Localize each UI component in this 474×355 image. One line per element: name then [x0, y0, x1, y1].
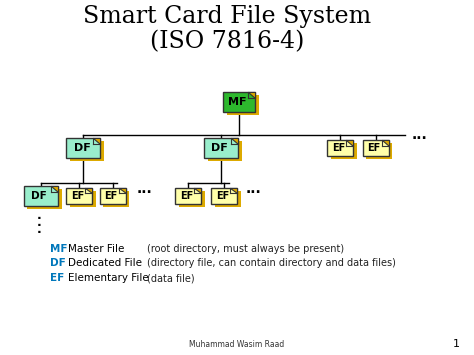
Text: EF: EF — [368, 143, 381, 153]
Text: EF: EF — [181, 191, 193, 201]
FancyBboxPatch shape — [211, 188, 237, 204]
FancyBboxPatch shape — [70, 141, 104, 161]
FancyBboxPatch shape — [327, 140, 353, 156]
Text: Smart Card File System: Smart Card File System — [83, 5, 372, 28]
FancyBboxPatch shape — [100, 188, 126, 204]
Polygon shape — [382, 140, 389, 146]
FancyBboxPatch shape — [27, 189, 62, 209]
Text: DF: DF — [31, 191, 47, 201]
Text: MF: MF — [50, 244, 67, 253]
FancyBboxPatch shape — [175, 188, 201, 204]
Polygon shape — [118, 188, 126, 193]
FancyBboxPatch shape — [366, 143, 392, 159]
Text: Elementary File: Elementary File — [68, 273, 148, 283]
Text: .: . — [36, 216, 41, 229]
Text: EF: EF — [50, 273, 64, 283]
Text: .: . — [36, 223, 41, 236]
Text: DF: DF — [211, 143, 228, 153]
Polygon shape — [51, 186, 58, 192]
FancyBboxPatch shape — [227, 95, 259, 115]
Text: ...: ... — [137, 182, 153, 196]
Text: (root directory, must always be present): (root directory, must always be present) — [147, 244, 344, 253]
Polygon shape — [93, 138, 100, 144]
Polygon shape — [230, 188, 237, 193]
FancyBboxPatch shape — [204, 138, 238, 158]
FancyBboxPatch shape — [215, 191, 241, 207]
Polygon shape — [346, 140, 353, 146]
FancyBboxPatch shape — [66, 138, 100, 158]
Text: EF: EF — [105, 191, 118, 201]
Text: (data file): (data file) — [147, 273, 194, 283]
FancyBboxPatch shape — [363, 140, 389, 156]
FancyBboxPatch shape — [223, 92, 255, 112]
Text: EF: EF — [216, 191, 229, 201]
Polygon shape — [85, 188, 92, 193]
Text: (ISO 7816-4): (ISO 7816-4) — [150, 30, 305, 53]
Polygon shape — [194, 188, 201, 193]
Text: Master File: Master File — [68, 244, 124, 253]
Text: .: . — [36, 209, 41, 222]
Polygon shape — [248, 92, 255, 98]
Polygon shape — [231, 138, 238, 144]
FancyBboxPatch shape — [103, 191, 129, 207]
FancyBboxPatch shape — [70, 191, 96, 207]
FancyBboxPatch shape — [208, 141, 242, 161]
FancyBboxPatch shape — [331, 143, 357, 159]
Text: Dedicated File: Dedicated File — [68, 258, 142, 268]
Text: MF: MF — [228, 97, 247, 107]
Text: EF: EF — [72, 191, 84, 201]
Text: DF: DF — [50, 258, 65, 268]
FancyBboxPatch shape — [66, 188, 92, 204]
Text: EF: EF — [332, 143, 345, 153]
Text: Muhammad Wasim Raad: Muhammad Wasim Raad — [190, 340, 284, 349]
Text: (directory file, can contain directory and data files): (directory file, can contain directory a… — [147, 258, 396, 268]
Text: ...: ... — [246, 182, 262, 196]
FancyBboxPatch shape — [24, 186, 58, 206]
Text: ...: ... — [411, 128, 428, 142]
Text: 1: 1 — [453, 339, 460, 349]
FancyBboxPatch shape — [179, 191, 205, 207]
Text: DF: DF — [73, 143, 91, 153]
